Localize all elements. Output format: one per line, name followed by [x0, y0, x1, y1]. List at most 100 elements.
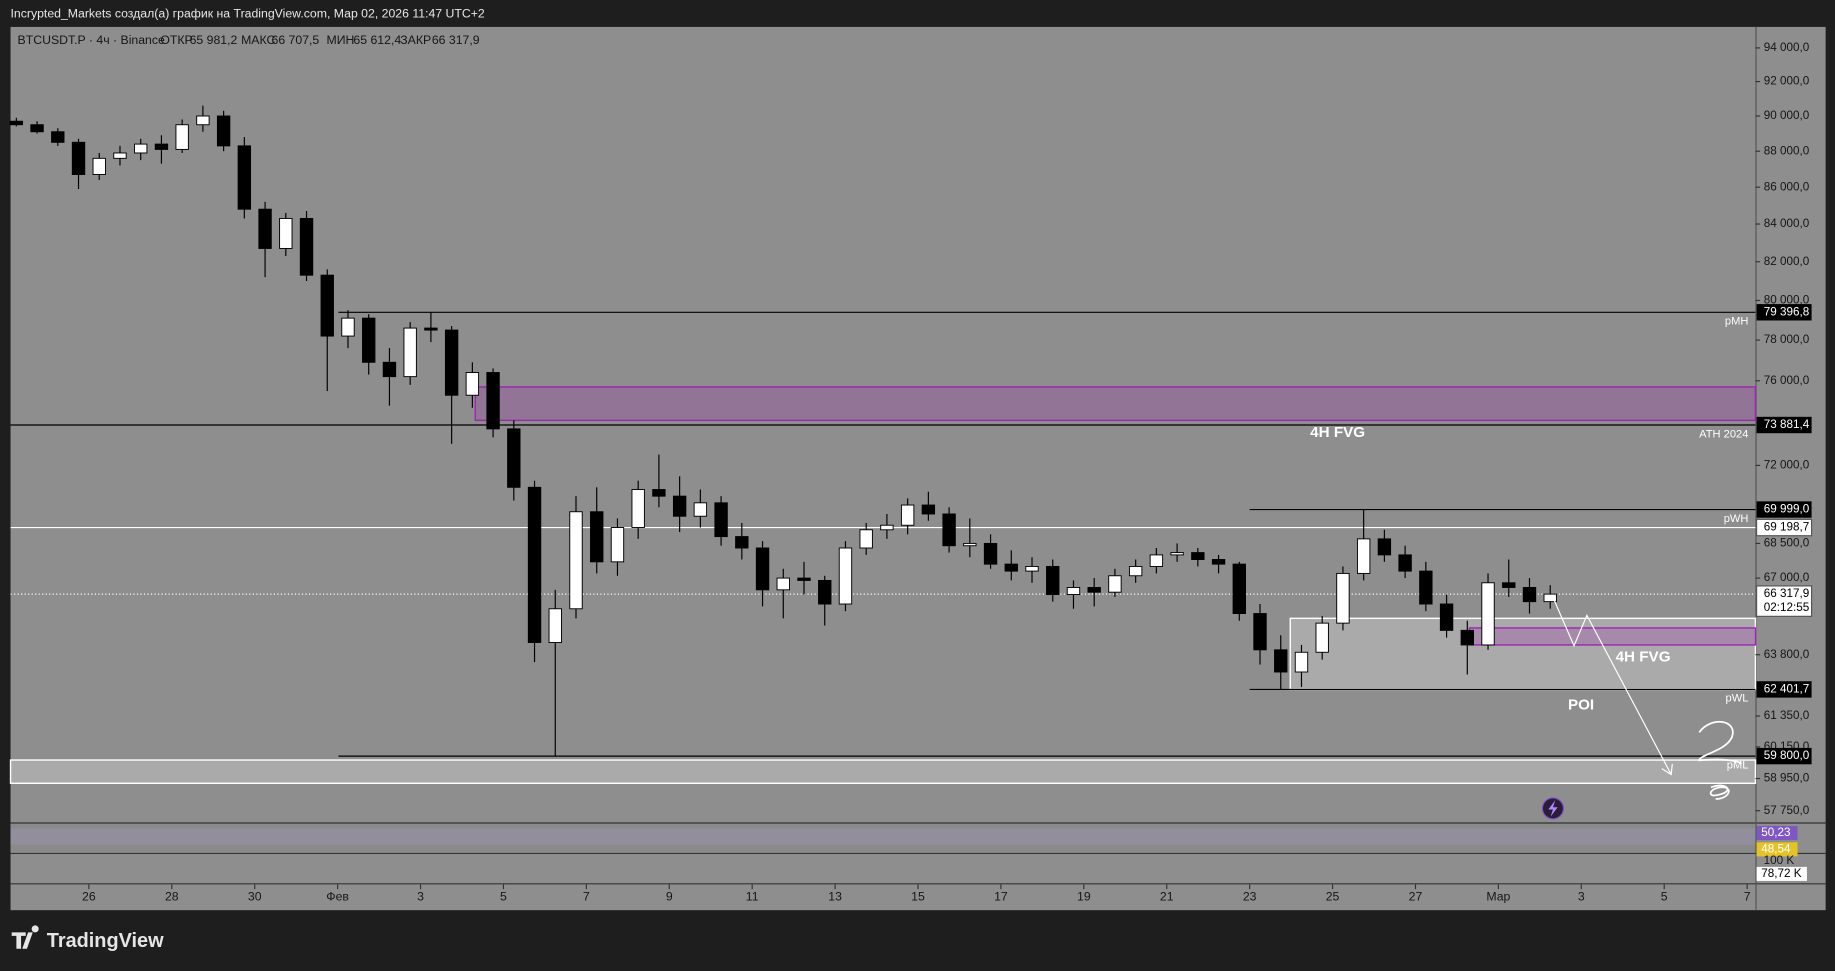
candle-body	[880, 524, 894, 531]
x-tick-label: Фев	[326, 890, 349, 904]
x-tick-label: 7	[583, 890, 590, 904]
zone	[1289, 617, 1757, 691]
candle-body	[548, 608, 562, 643]
candle-body	[900, 504, 915, 526]
candle-body	[1481, 582, 1495, 646]
indicator-label: 48,54	[1761, 842, 1791, 855]
y-tick-label: 58 950,0	[1764, 772, 1810, 785]
x-tick-label: 9	[666, 890, 673, 904]
x-tick-label: 30	[248, 890, 262, 904]
y-tick-label: 80 000,0	[1764, 294, 1810, 307]
indicator-badge	[1756, 842, 1798, 857]
price-badge	[1756, 681, 1812, 698]
y-tick-label: 67 000,0	[1764, 571, 1810, 584]
rsi-pane	[10, 823, 1756, 852]
candle-body	[51, 131, 65, 143]
y-tick-label: 63 800,0	[1764, 648, 1810, 661]
candle-body	[320, 274, 334, 337]
candle-body	[1253, 613, 1267, 651]
legend-label: МИН	[327, 33, 355, 47]
candle-body	[693, 502, 708, 517]
legend-value: 65 981,2	[190, 33, 238, 47]
candle-body	[154, 143, 169, 150]
zone-label: 4H FVG	[1310, 424, 1365, 441]
last-price-badge	[1756, 585, 1813, 617]
price-badge-label: 69 198,7	[1764, 521, 1810, 534]
y-tick-label: 84 000,0	[1764, 217, 1810, 230]
candle-body	[1419, 570, 1433, 605]
x-tick-label: 5	[500, 890, 507, 904]
candle-body	[1128, 565, 1143, 577]
x-tick-label: 19	[1077, 890, 1091, 904]
zone-label: POI	[1568, 696, 1594, 713]
volume-scale: 100 K	[1764, 854, 1795, 867]
candle-body	[92, 157, 106, 175]
zone	[9, 759, 1757, 785]
y-tick-label: 72 000,0	[1764, 458, 1810, 471]
price-badge	[1756, 416, 1812, 434]
price-badge	[1756, 501, 1812, 518]
x-tick-label: Мар	[1486, 890, 1510, 904]
candle-body	[1170, 552, 1184, 556]
candle-body	[590, 511, 604, 563]
countdown: 02:12:55	[1764, 601, 1810, 614]
x-tick-label: 13	[828, 890, 842, 904]
candle-body	[527, 486, 542, 643]
candle-body	[859, 529, 873, 549]
y-tick-label: 76 000,0	[1764, 374, 1810, 387]
candle-body	[755, 547, 770, 591]
price-badge-label: 73 881,4	[1764, 418, 1810, 431]
y-tick-label: 88 000,0	[1764, 144, 1810, 157]
candle-body	[735, 536, 749, 549]
candle-body	[403, 327, 417, 378]
candle-body	[1439, 603, 1454, 631]
x-tick-label: 5	[1661, 890, 1668, 904]
price-badge	[1756, 518, 1813, 537]
candle-body	[838, 547, 853, 605]
candle-body	[818, 579, 832, 605]
candle-body	[258, 208, 272, 249]
y-tick-label: 61 350,0	[1764, 709, 1810, 722]
candle-body	[714, 502, 728, 538]
arrow-head	[1661, 763, 1673, 776]
symbol-title: BTCUSDT.P · 4ч · Binance	[18, 33, 165, 47]
candle-body	[1046, 565, 1060, 596]
x-tick-label: 3	[1578, 890, 1585, 904]
candle-body	[382, 361, 397, 378]
zone	[474, 386, 1757, 422]
candle-body	[30, 124, 44, 133]
legend-label: ЗАКР	[400, 33, 431, 47]
candle-body	[1025, 565, 1039, 572]
candle-body	[1108, 575, 1122, 593]
candle-body	[1274, 649, 1288, 673]
plot-background	[10, 26, 1826, 911]
x-tick-label: 21	[1160, 890, 1174, 904]
x-tick-label: 7	[1744, 890, 1751, 904]
candle-body	[341, 317, 355, 337]
x-tick-label: 27	[1409, 890, 1423, 904]
candle-body	[1294, 651, 1309, 673]
brand: TradingView	[47, 930, 164, 952]
indicator-label: 50,23	[1761, 826, 1790, 839]
level-name: pML	[1727, 759, 1749, 771]
candle-body	[1149, 554, 1164, 567]
x-tick-label: 23	[1243, 890, 1257, 904]
zone	[1468, 627, 1757, 646]
logo[interactable]: TradingView	[11, 925, 164, 952]
candle-body	[1004, 563, 1018, 572]
candle-body	[610, 527, 625, 563]
y-tick-label: 82 000,0	[1764, 255, 1810, 268]
candle-body	[1398, 554, 1412, 572]
rsi-band	[10, 828, 1756, 845]
x-tick-label: 17	[994, 890, 1008, 904]
candle-body	[797, 577, 811, 581]
legend-value: 65 612,4	[353, 33, 401, 47]
indicator-badge	[1756, 825, 1798, 840]
candle-body	[672, 495, 687, 517]
candle-body	[1191, 552, 1205, 560]
candle-body	[424, 327, 438, 331]
level-name: pWH	[1724, 513, 1749, 525]
y-tick-label: 78 000,0	[1764, 333, 1810, 346]
alert-bolt	[1548, 800, 1558, 817]
